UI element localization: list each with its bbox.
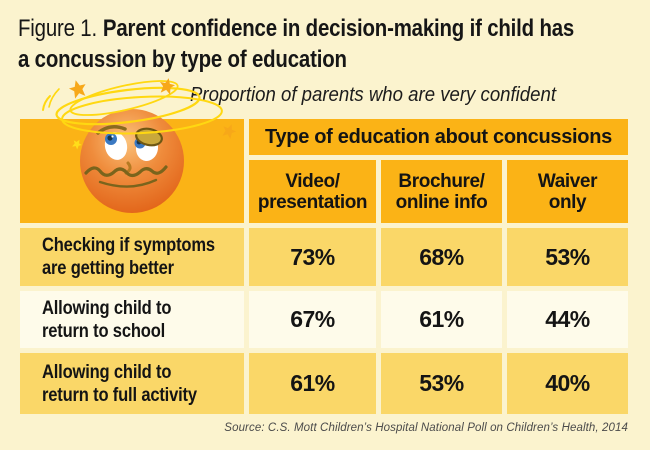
table-value: 40% (507, 353, 628, 414)
column-header-line: online info (395, 191, 488, 213)
figure-subtitle: Proportion of parents who are very confi… (190, 84, 557, 106)
column-header-line: presentation (257, 191, 368, 213)
column-header-brochure-online-info: Brochure/ online info (381, 160, 502, 223)
row-label-checking-symptoms: Checking if symptoms are getting better (20, 228, 244, 286)
dizzy-swirl (42, 80, 223, 135)
table-header: Type of education about concussions (249, 119, 628, 155)
table-value: 53% (507, 228, 628, 286)
dizzy-concussed-face-icon (42, 78, 239, 213)
table-value: 68% (381, 228, 502, 286)
title-line-1: Figure 1. Parent confidence in decision-m… (18, 13, 639, 44)
row-label-line: Checking if symptoms (42, 235, 215, 256)
column-header-line: Video/ (285, 170, 340, 192)
row-label-line: Allowing child to (42, 361, 172, 383)
source-note: Source: C.S. Mott Children’s Hospital Na… (224, 422, 628, 434)
figure-number: Figure 1. (18, 15, 97, 42)
row-label-return-to-school: Allowing child to return to school (20, 291, 244, 348)
table-value: 73% (249, 228, 376, 286)
column-header-video-presentation: Video/ presentation (249, 160, 376, 223)
column-header-line: only (548, 191, 587, 213)
title-line-2: a concussion by type of education (18, 46, 347, 73)
table-value: 61% (249, 353, 376, 414)
figure-title: Figure 1. Parent confidence in decision-m… (18, 13, 639, 75)
row-label-line: Allowing child to (42, 297, 172, 319)
row-label-line: return to school (42, 320, 166, 342)
table-value: 53% (381, 353, 502, 414)
data-table: Type of education about concussions Vide… (20, 119, 628, 414)
column-header-line: Brochure/ (398, 170, 485, 192)
table-value: 61% (381, 291, 502, 348)
row-label-line: return to full activity (42, 384, 197, 406)
row-label-line: are getting better (42, 258, 174, 279)
title-text-1: Parent confidence in decision-making if … (102, 15, 575, 42)
column-header-waiver-only: Waiver only (507, 160, 628, 223)
table-value: 44% (507, 291, 628, 348)
table-value: 67% (249, 291, 376, 348)
column-header-line: Waiver (537, 170, 598, 192)
row-label-return-to-full-activity: Allowing child to return to full activit… (20, 353, 244, 414)
